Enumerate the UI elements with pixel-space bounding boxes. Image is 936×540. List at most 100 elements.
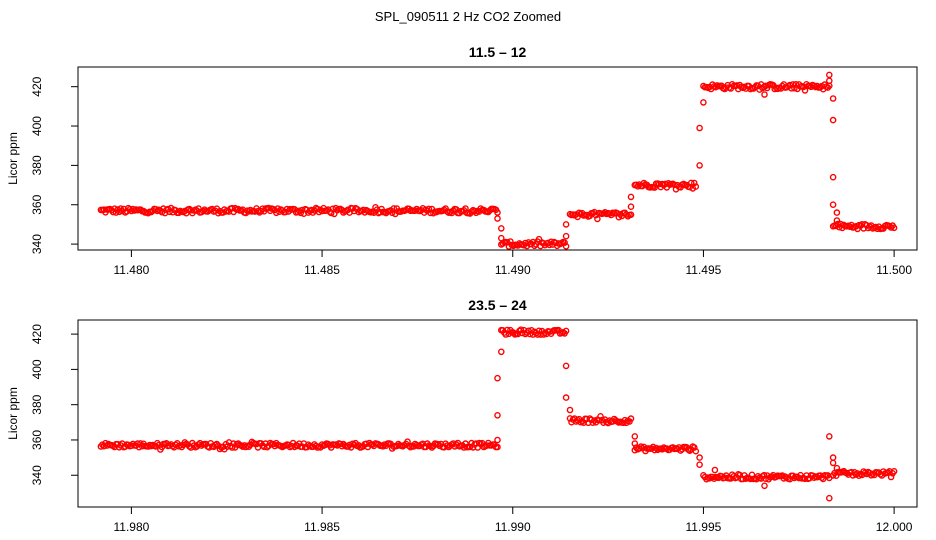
data-point (637, 443, 645, 450)
data-point (407, 443, 414, 451)
y-tick-label: 340 (30, 234, 44, 254)
y-tick-label: 400 (30, 116, 44, 136)
data-point (525, 327, 532, 335)
data-point (627, 211, 635, 218)
data-point (687, 179, 695, 187)
outlier-point (627, 203, 635, 210)
data-point (291, 443, 298, 451)
data-point (263, 443, 271, 451)
outlier-point (696, 162, 703, 169)
data-point (649, 443, 657, 451)
outlier-point (497, 348, 505, 356)
x-tick-label: 11.990 (495, 520, 531, 534)
data-points (97, 71, 898, 250)
x-tick-label: 11.480 (113, 263, 149, 277)
panel-title: 23.5 – 24 (468, 297, 527, 313)
data-points (97, 326, 898, 502)
plot-frame (77, 66, 918, 251)
data-point (788, 85, 795, 92)
data-point (135, 443, 143, 451)
data-point (517, 326, 525, 334)
data-point (692, 183, 700, 190)
outlier-point (829, 459, 837, 467)
data-point (855, 472, 863, 480)
outlier-point (829, 116, 837, 124)
outlier-point (562, 232, 570, 240)
x-tick-label: 11.980 (113, 520, 149, 534)
outlier-point (631, 433, 639, 440)
data-point (692, 447, 700, 455)
x-tick-label: 11.500 (876, 263, 912, 277)
outlier-point (826, 494, 833, 502)
plot-frame (77, 319, 918, 508)
data-point (531, 242, 538, 250)
outlier-point (494, 374, 501, 382)
data-point (887, 473, 895, 481)
figure-title: SPL_090511 2 Hz CO2 Zoomed (374, 9, 562, 24)
data-point (691, 179, 698, 187)
outlier-point (497, 225, 505, 232)
data-point (597, 412, 604, 420)
outlier-point (696, 454, 703, 461)
data-point (801, 87, 809, 94)
data-point (791, 84, 798, 92)
y-tick-label: 400 (30, 359, 44, 379)
data-point (691, 444, 698, 451)
outlier-point (627, 193, 635, 201)
outlier-point (494, 215, 501, 222)
outlier-point (826, 71, 833, 79)
data-point (562, 327, 570, 335)
y-tick-label: 380 (30, 394, 44, 414)
y-axis-label: Licor ppm (6, 132, 20, 185)
outlier-point (494, 411, 501, 419)
outlier-point (497, 234, 505, 242)
x-tick-label: 12.000 (876, 520, 913, 534)
data-point (494, 443, 501, 451)
data-point (115, 208, 123, 216)
data-point (507, 238, 514, 245)
outlier-point (631, 440, 639, 447)
outlier-point (566, 406, 574, 414)
y-tick-label: 360 (30, 194, 44, 214)
data-point (890, 224, 898, 232)
data-point (182, 209, 190, 217)
data-point (760, 471, 768, 479)
outlier-point (711, 466, 719, 474)
data-point (789, 81, 797, 88)
y-tick-label: 420 (30, 76, 44, 96)
y-tick-label: 360 (30, 430, 44, 450)
data-point (890, 467, 898, 475)
outlier-point (829, 201, 837, 208)
outlier-point (761, 482, 768, 490)
data-point (594, 215, 601, 223)
data-point (228, 444, 236, 451)
data-point (534, 331, 541, 338)
y-tick-label: 340 (30, 465, 44, 485)
outlier-point (826, 77, 833, 85)
outlier-point (696, 461, 703, 469)
data-point (428, 444, 436, 451)
data-point (627, 415, 635, 422)
outlier-point (562, 362, 570, 370)
data-point (786, 81, 794, 89)
outlier-point (761, 91, 768, 98)
data-point (867, 471, 875, 479)
data-point (651, 184, 658, 191)
x-tick-label: 11.495 (686, 263, 722, 277)
data-point (494, 209, 501, 216)
panel-1: 11.5 – 12 Licor ppm 11.480 11.485 11.490 11.4… (6, 44, 918, 277)
data-point (434, 440, 442, 448)
x-tick-label: 11.985 (304, 520, 340, 534)
x-tick-label: 11.490 (495, 263, 531, 277)
y-tick-label: 380 (30, 155, 44, 175)
data-point (111, 205, 118, 212)
outlier-point (829, 454, 837, 461)
outlier-point (562, 394, 570, 401)
outlier-point (833, 209, 841, 216)
outlier-point (829, 173, 837, 181)
y-tick-label: 420 (30, 324, 44, 344)
outlier-point (833, 464, 841, 472)
outlier-point (494, 436, 501, 444)
outlier-point (562, 221, 570, 228)
